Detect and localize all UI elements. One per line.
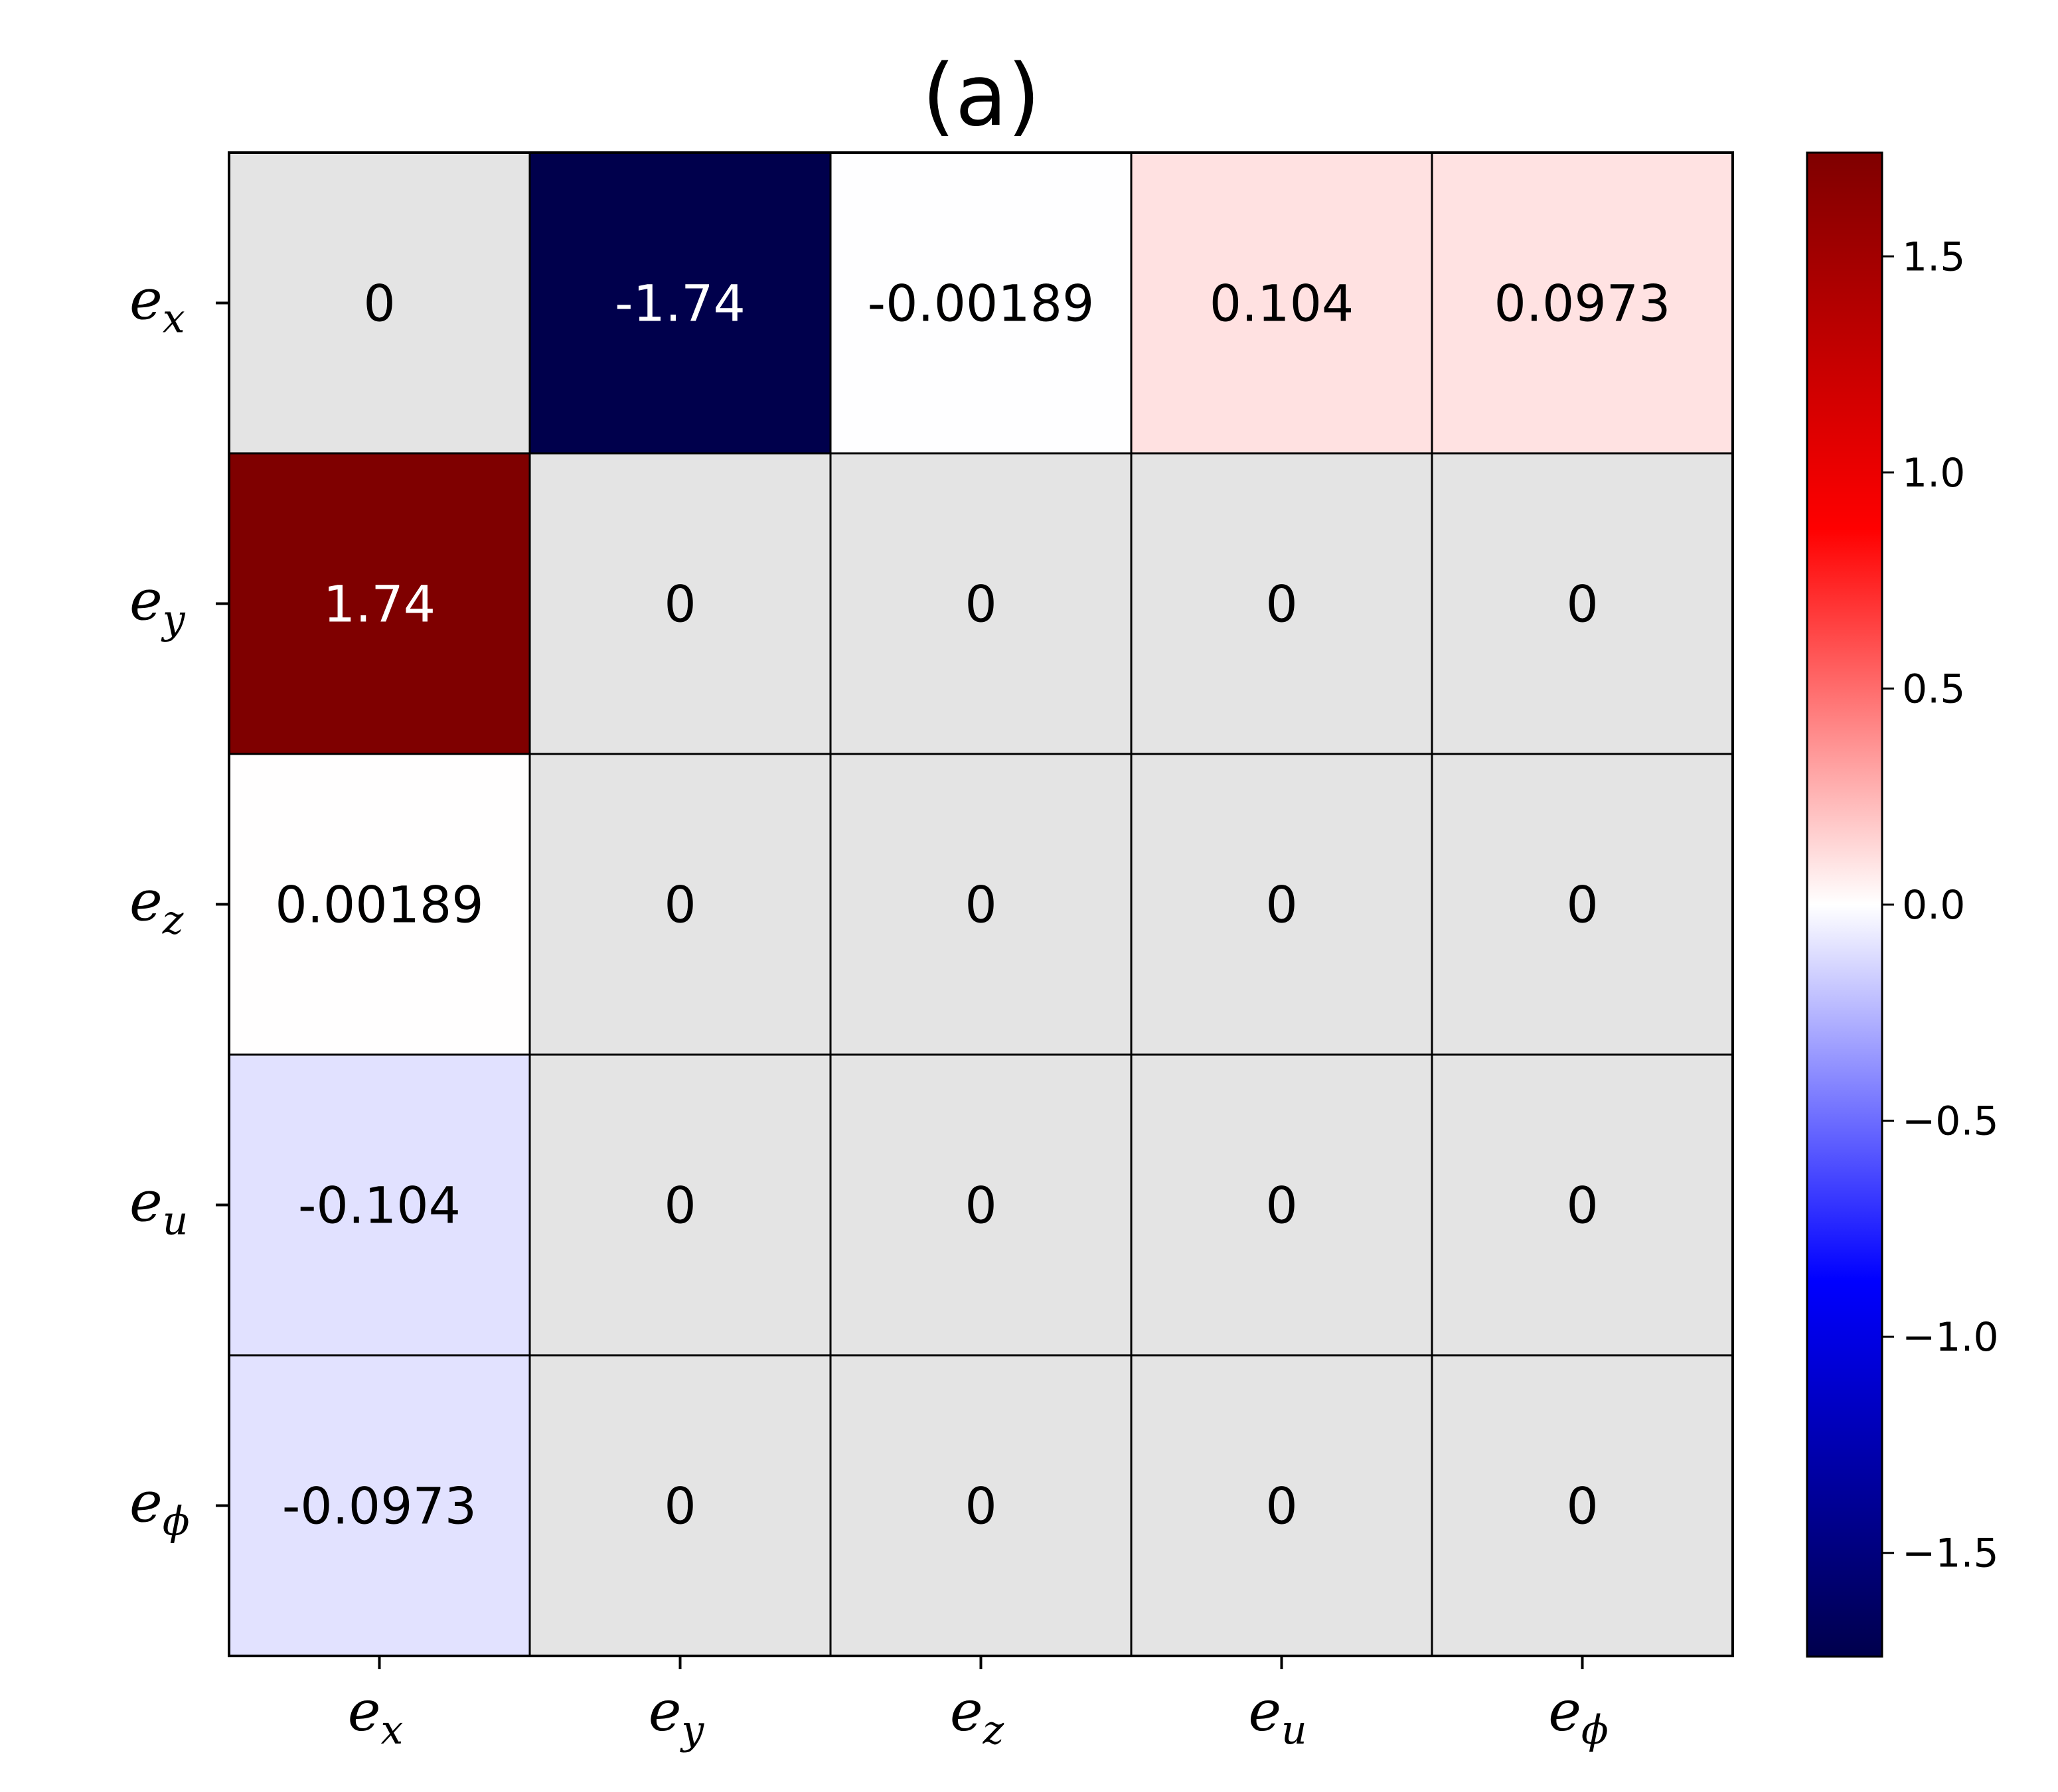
colorbar-tick-label-2: 0.5 xyxy=(1902,666,1965,712)
cell-value-r1-c3: 0 xyxy=(1265,575,1297,634)
heatmap-cell-r1-c1 xyxy=(528,452,832,755)
heatmap-cell-r4-c1 xyxy=(528,1354,832,1657)
y-tick-label-1: ey xyxy=(129,568,186,643)
y-tick-label-2: ez xyxy=(129,869,184,944)
heatmap-cell-r2-c4 xyxy=(1431,753,1734,1056)
cell-value-r2-c3: 0 xyxy=(1265,875,1297,934)
colorbar-tick-label-3: 0.0 xyxy=(1902,882,1965,929)
cell-value-r1-c1: 0 xyxy=(664,575,696,634)
y-tick-label-4: eϕ xyxy=(129,1470,190,1545)
cell-value-r4-c1: 0 xyxy=(664,1477,696,1536)
chart-title: (a) xyxy=(922,46,1040,145)
heatmap-cell-r4-c0 xyxy=(228,1354,531,1657)
cell-value-r4-c0: -0.0973 xyxy=(282,1477,477,1536)
colorbar-tick-label-6: −1.5 xyxy=(1902,1531,1999,1577)
heatmap-cell-r3-c4 xyxy=(1431,1053,1734,1357)
heatmap-cell-r0-c0 xyxy=(228,151,531,455)
x-tick-label-2: ez xyxy=(950,1679,1004,1754)
y-axis: ex ey ez eu eϕ xyxy=(129,267,229,1545)
cell-value-r4-c3: 0 xyxy=(1265,1477,1297,1536)
x-tick-label-4: eϕ xyxy=(1548,1679,1609,1754)
cell-value-r4-c2: 0 xyxy=(965,1477,996,1536)
heatmap-cell-r1-c0 xyxy=(228,452,531,755)
heatmap-cell-r0-c3 xyxy=(1130,151,1433,455)
cell-value-r0-c0: 0 xyxy=(363,274,395,333)
cell-value-r4-c4: 0 xyxy=(1566,1477,1598,1536)
x-axis: ex ey ez eu eϕ xyxy=(348,1656,1609,1754)
heatmap-cell-r0-c1 xyxy=(528,151,832,455)
x-tick-label-3: eu xyxy=(1248,1679,1306,1754)
heatmap-cell-r4-c2 xyxy=(829,1354,1133,1657)
heatmap-cells xyxy=(228,151,1734,1657)
heatmap-cell-r0-c4 xyxy=(1431,151,1734,455)
cell-value-r0-c4: 0.0973 xyxy=(1494,274,1671,333)
cell-value-r0-c2: -0.00189 xyxy=(868,274,1095,333)
heatmap-cell-r2-c3 xyxy=(1130,753,1433,1056)
cell-value-r0-c3: 0.104 xyxy=(1210,274,1354,333)
cell-value-r1-c2: 0 xyxy=(965,575,996,634)
cell-value-r1-c0: 1.74 xyxy=(323,575,435,634)
cell-value-r2-c1: 0 xyxy=(664,875,696,934)
cell-value-r2-c0: 0.00189 xyxy=(275,875,483,934)
y-tick-label-3: eu xyxy=(129,1169,188,1244)
heatmap-cell-r2-c2 xyxy=(829,753,1133,1056)
heatmap-cell-labels: 0 -1.74 -0.00189 0.104 0.0973 1.74 0 0 0 0 0.00189… xyxy=(275,274,1670,1536)
cell-value-r3-c3: 0 xyxy=(1265,1176,1297,1235)
cell-value-r2-c4: 0 xyxy=(1566,875,1598,934)
cell-value-r3-c2: 0 xyxy=(965,1176,996,1235)
cell-value-r3-c4: 0 xyxy=(1566,1176,1598,1235)
heatmap-cell-r2-c1 xyxy=(528,753,832,1056)
heatmap-cell-r4-c4 xyxy=(1431,1354,1734,1657)
cell-value-r3-c1: 0 xyxy=(664,1176,696,1235)
colorbar-tick-label-4: −0.5 xyxy=(1902,1098,1999,1145)
heatmap-cell-r3-c3 xyxy=(1130,1053,1433,1357)
cell-value-r2-c2: 0 xyxy=(965,875,996,934)
x-tick-label-1: ey xyxy=(649,1679,705,1754)
x-tick-label-0: ex xyxy=(348,1679,404,1754)
colorbar-tick-label-5: −1.0 xyxy=(1902,1314,1999,1361)
colorbar: 1.5 1.0 0.5 0.0 −0.5 −1.0 −1.5 xyxy=(1806,151,1999,1658)
colorbar-tick-label-0: 1.5 xyxy=(1902,234,1965,280)
y-tick-label-0: ex xyxy=(129,267,185,342)
cell-value-r0-c1: -1.74 xyxy=(615,274,746,333)
heatmap-cell-r3-c1 xyxy=(528,1053,832,1357)
cell-value-r1-c4: 0 xyxy=(1566,575,1598,634)
heatmap-cell-r3-c2 xyxy=(829,1053,1133,1357)
colorbar-tick-label-1: 1.0 xyxy=(1902,450,1965,496)
colorbar-gradient xyxy=(1806,151,1883,1658)
cell-value-r3-c0: -0.104 xyxy=(298,1176,461,1235)
heatmap-cell-r1-c4 xyxy=(1431,452,1734,755)
heatmap-cell-r1-c2 xyxy=(829,452,1133,755)
